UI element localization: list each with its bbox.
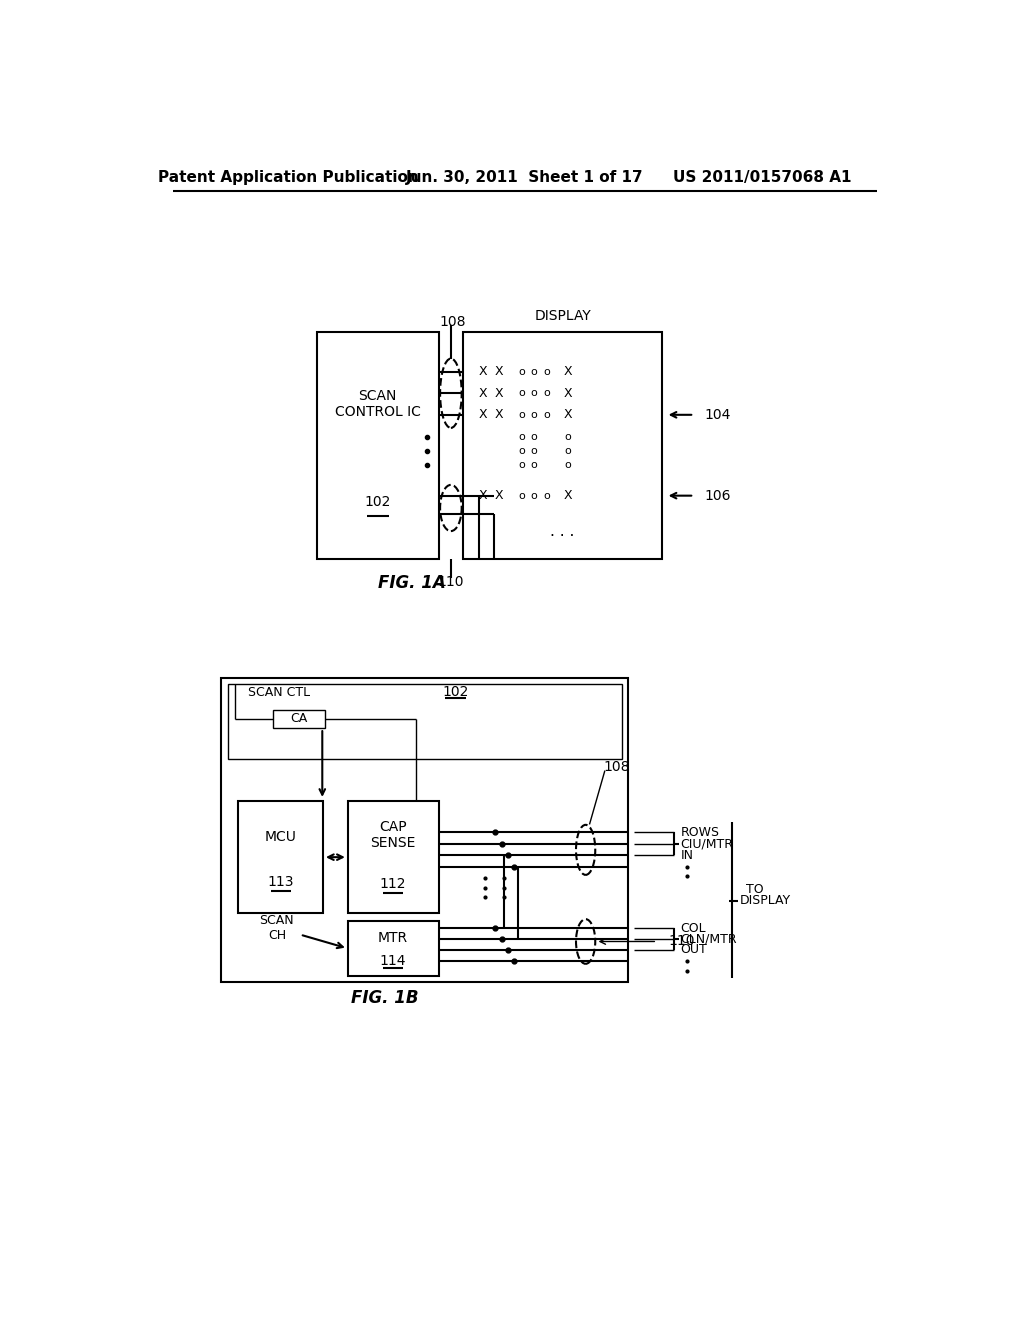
Text: IN: IN bbox=[680, 849, 693, 862]
Text: CAP
SENSE: CAP SENSE bbox=[371, 820, 416, 850]
Text: o: o bbox=[530, 367, 538, 376]
Text: ROWS: ROWS bbox=[680, 825, 719, 838]
Text: X: X bbox=[478, 366, 486, 379]
Text: o: o bbox=[543, 367, 550, 376]
Text: 102: 102 bbox=[442, 685, 469, 700]
Bar bbox=[273, 710, 326, 729]
Text: Jun. 30, 2011  Sheet 1 of 17: Jun. 30, 2011 Sheet 1 of 17 bbox=[406, 170, 644, 185]
Text: Patent Application Publication: Patent Application Publication bbox=[158, 170, 419, 185]
Text: X: X bbox=[563, 408, 572, 421]
Text: X: X bbox=[563, 366, 572, 379]
Bar bbox=[348, 801, 438, 913]
Text: TO: TO bbox=[745, 883, 764, 896]
Text: 112: 112 bbox=[380, 876, 407, 891]
Text: o: o bbox=[530, 409, 538, 420]
Text: X: X bbox=[478, 408, 486, 421]
Text: CLN/MTR: CLN/MTR bbox=[680, 933, 737, 945]
Text: US 2011/0157068 A1: US 2011/0157068 A1 bbox=[673, 170, 851, 185]
Text: o: o bbox=[530, 432, 538, 442]
Text: o: o bbox=[564, 446, 571, 455]
Text: o: o bbox=[518, 367, 525, 376]
Text: o: o bbox=[530, 491, 538, 500]
Text: FIG. 1B: FIG. 1B bbox=[351, 989, 419, 1007]
Text: 106: 106 bbox=[705, 488, 731, 503]
Text: o: o bbox=[518, 446, 525, 455]
Text: 108: 108 bbox=[603, 760, 630, 774]
Text: 104: 104 bbox=[705, 408, 730, 422]
Text: o: o bbox=[518, 491, 525, 500]
Text: OUT: OUT bbox=[680, 944, 708, 957]
Text: o: o bbox=[543, 491, 550, 500]
Text: 114: 114 bbox=[380, 953, 407, 968]
Text: X: X bbox=[563, 490, 572, 502]
Text: X: X bbox=[563, 387, 572, 400]
Text: 108: 108 bbox=[439, 314, 466, 329]
Bar bbox=[221, 678, 628, 982]
Text: MCU: MCU bbox=[265, 830, 297, 843]
Text: o: o bbox=[518, 432, 525, 442]
Text: o: o bbox=[518, 388, 525, 399]
Text: o: o bbox=[518, 459, 525, 470]
Text: X: X bbox=[495, 366, 503, 379]
Text: X: X bbox=[478, 387, 486, 400]
Bar bbox=[239, 801, 323, 913]
Text: o: o bbox=[530, 459, 538, 470]
Text: FIG. 1A: FIG. 1A bbox=[378, 574, 445, 593]
Bar bbox=[316, 331, 438, 558]
Text: CA: CA bbox=[291, 713, 308, 726]
Text: o: o bbox=[530, 446, 538, 455]
Text: X: X bbox=[495, 408, 503, 421]
Text: o: o bbox=[530, 388, 538, 399]
Text: 102: 102 bbox=[365, 495, 391, 510]
Text: 113: 113 bbox=[267, 875, 294, 888]
Bar bbox=[348, 921, 438, 977]
Text: X: X bbox=[495, 490, 503, 502]
Text: SCAN
CONTROL IC: SCAN CONTROL IC bbox=[335, 389, 421, 420]
Text: DISPLAY: DISPLAY bbox=[739, 894, 791, 907]
Text: DISPLAY: DISPLAY bbox=[535, 309, 591, 323]
Text: o: o bbox=[543, 388, 550, 399]
Text: SCAN
CH: SCAN CH bbox=[259, 915, 294, 942]
Text: o: o bbox=[564, 459, 571, 470]
Text: COL: COL bbox=[680, 921, 706, 935]
Text: o: o bbox=[518, 409, 525, 420]
Text: . . .: . . . bbox=[550, 524, 574, 540]
Bar bbox=[227, 684, 622, 759]
Text: X: X bbox=[478, 490, 486, 502]
Text: X: X bbox=[495, 387, 503, 400]
Text: 110: 110 bbox=[668, 935, 694, 949]
Text: CIU/MTR: CIU/MTR bbox=[680, 837, 733, 850]
Text: 110: 110 bbox=[437, 576, 464, 589]
Text: o: o bbox=[564, 432, 571, 442]
Bar bbox=[463, 331, 662, 558]
Text: SCAN CTL: SCAN CTL bbox=[248, 685, 310, 698]
Text: o: o bbox=[543, 409, 550, 420]
Text: MTR: MTR bbox=[378, 932, 409, 945]
